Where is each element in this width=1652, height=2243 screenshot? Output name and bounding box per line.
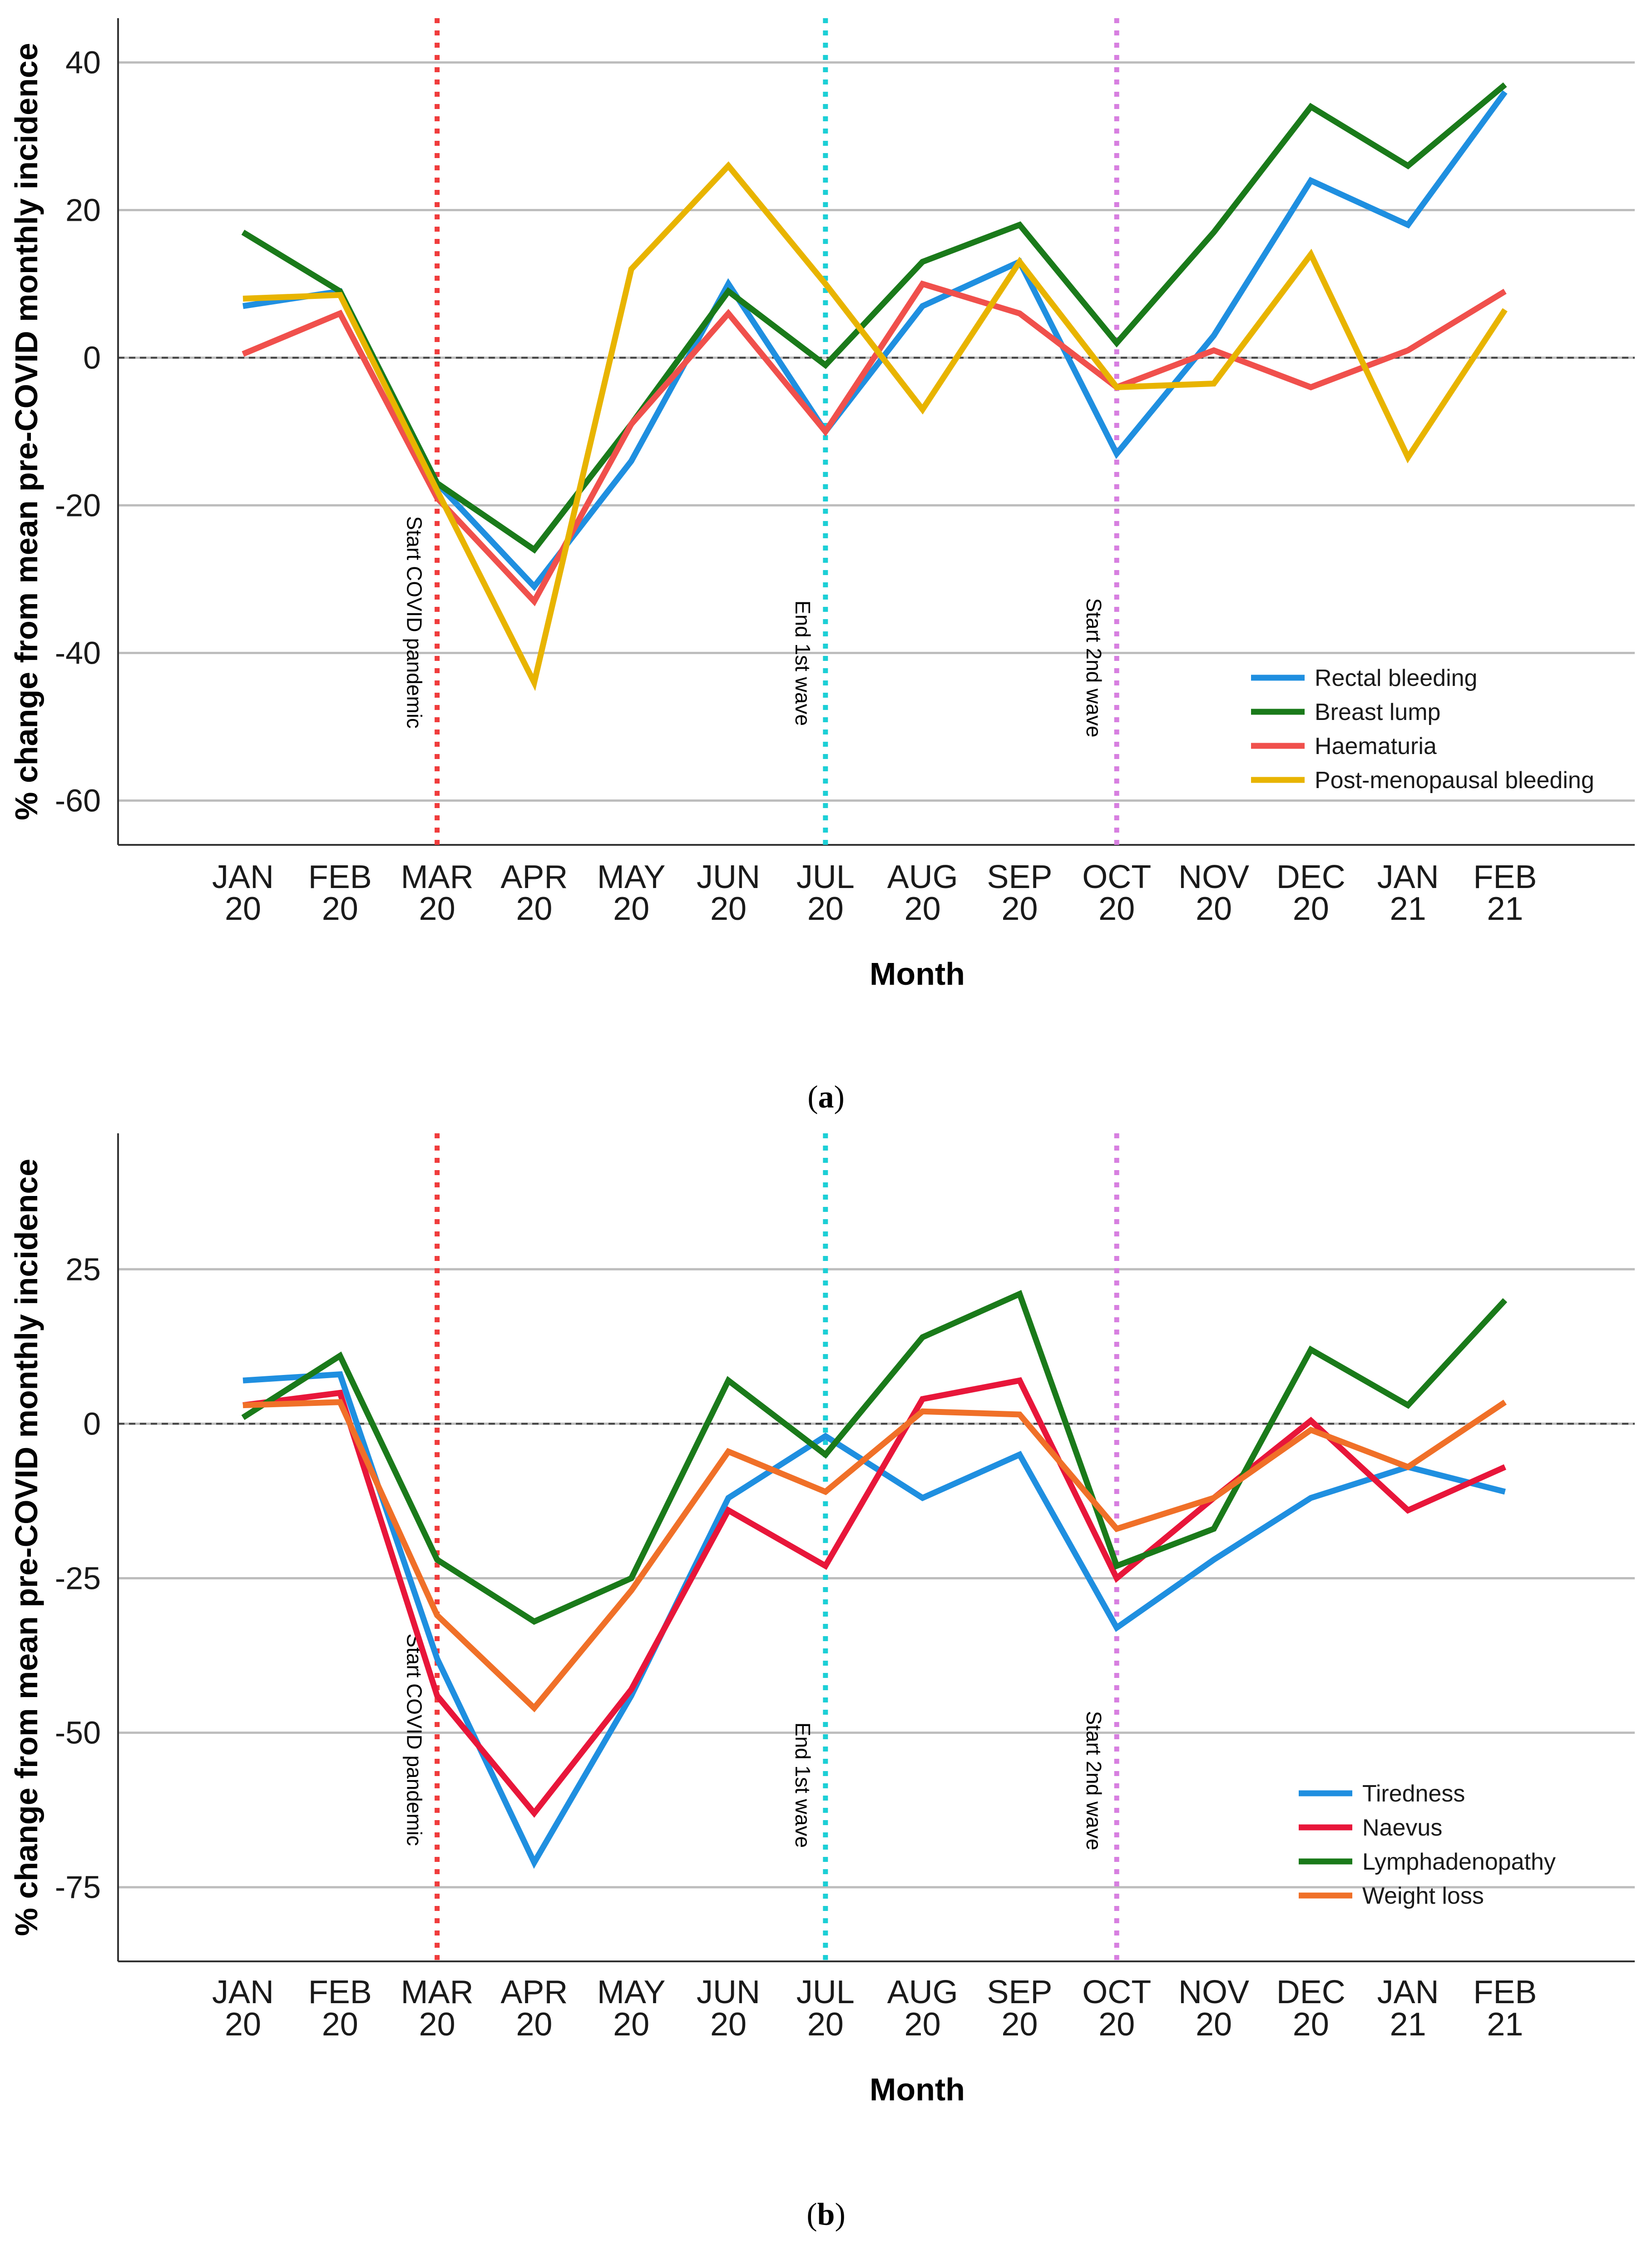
y-tick-label: -25 <box>55 1561 101 1596</box>
y-tick-label: 0 <box>83 340 101 376</box>
x-tick-label-month: JUL <box>796 1974 855 2010</box>
event-line-label: Start 2nd wave <box>1082 598 1106 738</box>
x-tick-label-year: 21 <box>1487 2006 1523 2043</box>
x-axis-title: Month <box>870 2072 965 2107</box>
legend-label: Weight loss <box>1362 1883 1484 1909</box>
legend-label: Lymphadenopathy <box>1362 1849 1556 1875</box>
x-tick-label-month: MAR <box>401 1974 474 2010</box>
x-tick-label-year: 20 <box>1001 891 1038 927</box>
y-axis-title: % change from mean pre-COVID monthly inc… <box>9 43 44 820</box>
x-tick-label-month: JUL <box>796 859 855 895</box>
x-tick-label-year: 20 <box>1098 2006 1135 2043</box>
y-tick-label: -20 <box>55 488 101 523</box>
series-line <box>241 1290 1508 1625</box>
y-tick-label: -40 <box>55 635 101 671</box>
series-line <box>241 82 1507 554</box>
y-axis-title: % change from mean pre-COVID monthly inc… <box>9 1159 44 1936</box>
x-tick-label-year: 20 <box>905 891 941 927</box>
chart-panel-b: -75-50-25025JAN20FEB20MAR20APR20MAY20JUN… <box>9 1133 1635 2232</box>
event-line-label: Start COVID pandemic <box>403 1633 426 1846</box>
y-tick-label: 40 <box>65 45 101 80</box>
x-tick-label-month: MAY <box>597 859 666 895</box>
x-tick-label-month: OCT <box>1082 1974 1151 2010</box>
y-tick-label: 0 <box>83 1406 101 1441</box>
x-tick-label-month: MAY <box>597 1974 666 2010</box>
legend-label: Tiredness <box>1362 1781 1465 1807</box>
legend-label: Rectal bleeding <box>1315 665 1477 691</box>
x-tick-label-year: 20 <box>419 2006 455 2043</box>
x-tick-label-year: 20 <box>1196 891 1232 927</box>
x-tick-label-year: 21 <box>1487 891 1523 927</box>
x-tick-label-year: 20 <box>1293 891 1329 927</box>
x-tick-label-month: DEC <box>1276 1974 1345 2010</box>
x-tick-label-month: NOV <box>1178 859 1249 895</box>
legend-label: Post-menopausal bleeding <box>1315 767 1594 794</box>
x-tick-label-month: SEP <box>987 859 1052 895</box>
legend-label: Naevus <box>1362 1815 1442 1841</box>
x-tick-label-month: JAN <box>1377 1974 1439 2010</box>
x-tick-label-year: 21 <box>1390 891 1426 927</box>
x-tick-label-year: 21 <box>1390 2006 1426 2043</box>
x-tick-label-month: AUG <box>887 859 958 895</box>
event-line-label: Start COVID pandemic <box>403 516 426 729</box>
x-tick-label-year: 20 <box>419 891 455 927</box>
x-tick-label-year: 20 <box>807 891 844 927</box>
series-line <box>242 280 1507 606</box>
x-tick-label-month: AUG <box>887 1974 958 2010</box>
x-tick-label-month: FEB <box>1473 859 1537 895</box>
x-tick-label-year: 20 <box>807 2006 844 2043</box>
y-tick-label: -75 <box>55 1870 101 1905</box>
x-tick-label-month: FEB <box>308 1974 372 2010</box>
y-tick-label: 20 <box>65 193 101 228</box>
legend-label: Haematuria <box>1315 733 1437 759</box>
x-tick-label-month: MAR <box>401 859 474 895</box>
x-tick-label-year: 20 <box>225 2006 261 2043</box>
x-tick-label-month: JAN <box>212 859 274 895</box>
x-tick-label-year: 20 <box>322 2006 358 2043</box>
x-tick-label-year: 20 <box>225 891 261 927</box>
x-tick-label-month: JUN <box>697 859 760 895</box>
x-tick-label-month: DEC <box>1276 859 1345 895</box>
x-tick-label-year: 20 <box>516 2006 552 2043</box>
event-line-label: End 1st wave <box>791 600 815 726</box>
x-tick-label-month: APR <box>500 859 568 895</box>
series-line <box>242 90 1508 591</box>
x-tick-label-year: 20 <box>1001 2006 1038 2043</box>
legend-label: Breast lump <box>1315 699 1440 725</box>
x-axis-title: Month <box>870 956 965 992</box>
x-tick-label-year: 20 <box>710 2006 747 2043</box>
y-tick-label: -60 <box>55 783 101 819</box>
series-line <box>242 1399 1507 1712</box>
x-tick-label-year: 20 <box>322 891 358 927</box>
x-tick-label-year: 20 <box>516 891 552 927</box>
x-tick-label-month: JUN <box>697 1974 760 2010</box>
event-line-label: End 1st wave <box>791 1722 815 1848</box>
panel-caption: (b) <box>806 2197 846 2232</box>
chart-panel-a: -60-40-2002040JAN20FEB20MAR20APR20MAY20J… <box>9 18 1635 1115</box>
x-tick-label-month: FEB <box>1473 1974 1537 2010</box>
x-tick-label-month: JAN <box>212 1974 274 2010</box>
event-line-label: Start 2nd wave <box>1082 1711 1106 1851</box>
series-line <box>242 1371 1506 1869</box>
x-tick-label-year: 20 <box>710 891 747 927</box>
x-tick-label-year: 20 <box>905 2006 941 2043</box>
series-line <box>242 1377 1507 1818</box>
x-tick-label-month: JAN <box>1377 859 1439 895</box>
panel-caption: (a) <box>807 1080 845 1115</box>
x-tick-label-year: 20 <box>1098 891 1135 927</box>
y-tick-label: -50 <box>55 1715 101 1751</box>
x-tick-label-month: SEP <box>987 1974 1052 2010</box>
x-tick-label-year: 20 <box>613 891 649 927</box>
y-tick-label: 25 <box>65 1251 101 1287</box>
x-tick-label-month: FEB <box>308 859 372 895</box>
x-tick-label-year: 20 <box>1196 2006 1232 2043</box>
x-tick-label-year: 20 <box>1293 2006 1329 2043</box>
x-tick-label-month: NOV <box>1178 1974 1249 2010</box>
x-tick-label-year: 20 <box>613 2006 649 2043</box>
x-tick-label-month: APR <box>500 1974 568 2010</box>
series-line <box>242 161 1508 691</box>
x-tick-label-month: OCT <box>1082 859 1151 895</box>
